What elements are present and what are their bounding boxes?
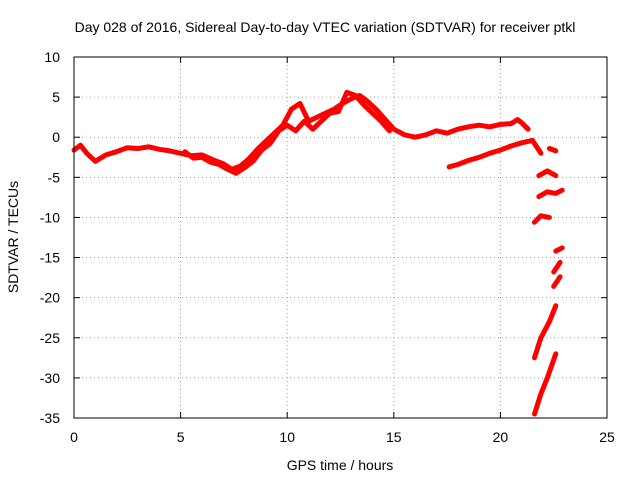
- grid: [74, 57, 607, 418]
- series-seg-g: [551, 259, 563, 275]
- y-tick-label: 10: [44, 49, 60, 65]
- x-tick-label: 20: [493, 429, 509, 445]
- y-tick-label: -10: [40, 209, 60, 225]
- y-tick-label: 0: [52, 129, 60, 145]
- plot-frame: [73, 56, 608, 419]
- y-tick-label: -25: [40, 330, 60, 346]
- series-seg-f: [553, 245, 565, 254]
- series-seg-b: [546, 146, 559, 154]
- series-seg-c: [536, 168, 559, 179]
- chart-title: Day 028 of 2016, Sidereal Day-to-day VTE…: [75, 19, 576, 35]
- x-tick-label: 5: [177, 429, 185, 445]
- axis-ticks: [73, 56, 608, 419]
- y-tick-label: 5: [52, 89, 60, 105]
- series-lower-track: [446, 137, 535, 170]
- x-tick-label: 15: [386, 429, 402, 445]
- y-tick-label: -15: [40, 250, 60, 266]
- x-tick-label: 10: [279, 429, 295, 445]
- series-drop-1: [532, 303, 559, 361]
- y-tick-label: -20: [40, 290, 60, 306]
- series-drop-2: [532, 351, 559, 417]
- series-layer: [71, 89, 565, 417]
- series-dip-near-5h: [182, 89, 392, 176]
- y-tick-label: -5: [48, 169, 61, 185]
- series-seg-e: [532, 213, 552, 225]
- x-tick-labels: 0 5 10 15 20 25: [70, 429, 615, 445]
- series-seg-d: [536, 187, 565, 200]
- series-main: [71, 93, 531, 172]
- x-axis-label: GPS time / hours: [287, 457, 394, 473]
- y-axis-label: SDTVAR / TECUs: [5, 181, 21, 293]
- series-seg-a: [529, 137, 544, 156]
- x-tick-label: 25: [599, 429, 615, 445]
- series-seg-h: [551, 274, 563, 289]
- y-tick-label: -35: [40, 410, 60, 426]
- x-tick-label: 0: [70, 429, 78, 445]
- y-tick-label: -30: [40, 370, 60, 386]
- y-tick-labels: 10 5 0 -5 -10 -15 -20 -25 -30 -35: [40, 49, 60, 426]
